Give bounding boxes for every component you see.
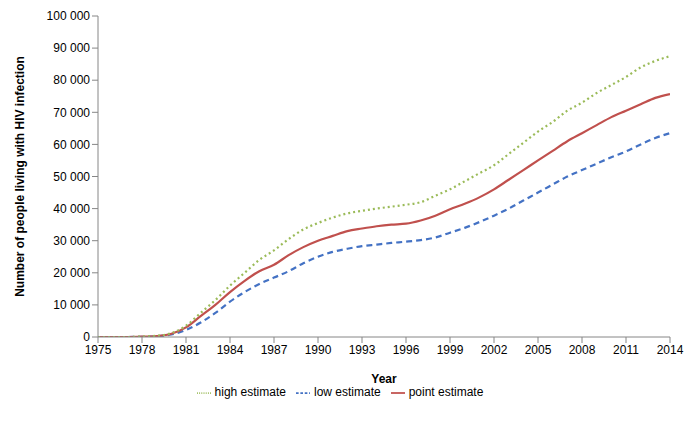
svg-text:20 000: 20 000 (53, 266, 90, 280)
svg-text:1993: 1993 (349, 343, 376, 357)
svg-text:1990: 1990 (305, 343, 332, 357)
svg-text:1975: 1975 (85, 343, 112, 357)
html-text:point estimate: point estimate (408, 385, 484, 399)
svg-text:1999: 1999 (437, 343, 464, 357)
svg-text:1981: 1981 (173, 343, 200, 357)
svg-text:80 000: 80 000 (53, 73, 90, 87)
html-text:high estimate: high estimate (214, 385, 286, 399)
svg-text:1987: 1987 (261, 343, 288, 357)
svg-text:1984: 1984 (217, 343, 244, 357)
svg-text:90 000: 90 000 (53, 41, 90, 55)
svg-text:1996: 1996 (393, 343, 420, 357)
svg-text:Year: Year (371, 372, 397, 386)
svg-text:40 000: 40 000 (53, 202, 90, 216)
svg-text:1978: 1978 (129, 343, 156, 357)
svg-text:2008: 2008 (569, 343, 596, 357)
svg-text:100 000: 100 000 (47, 9, 91, 23)
html-text:low estimate: low estimate (314, 385, 381, 399)
svg-text:30 000: 30 000 (53, 234, 90, 248)
svg-text:2005: 2005 (525, 343, 552, 357)
svg-text:70 000: 70 000 (53, 106, 90, 120)
svg-text:2002: 2002 (481, 343, 508, 357)
svg-text:60 000: 60 000 (53, 138, 90, 152)
svg-text:2011: 2011 (613, 343, 639, 357)
svg-text:2014: 2014 (657, 343, 684, 357)
svg-text:Number of people living with H: Number of people living with HIV infecti… (13, 56, 27, 297)
svg-text:50 000: 50 000 (53, 170, 90, 184)
svg-text:0: 0 (83, 330, 90, 344)
svg-text:10 000: 10 000 (53, 298, 90, 312)
